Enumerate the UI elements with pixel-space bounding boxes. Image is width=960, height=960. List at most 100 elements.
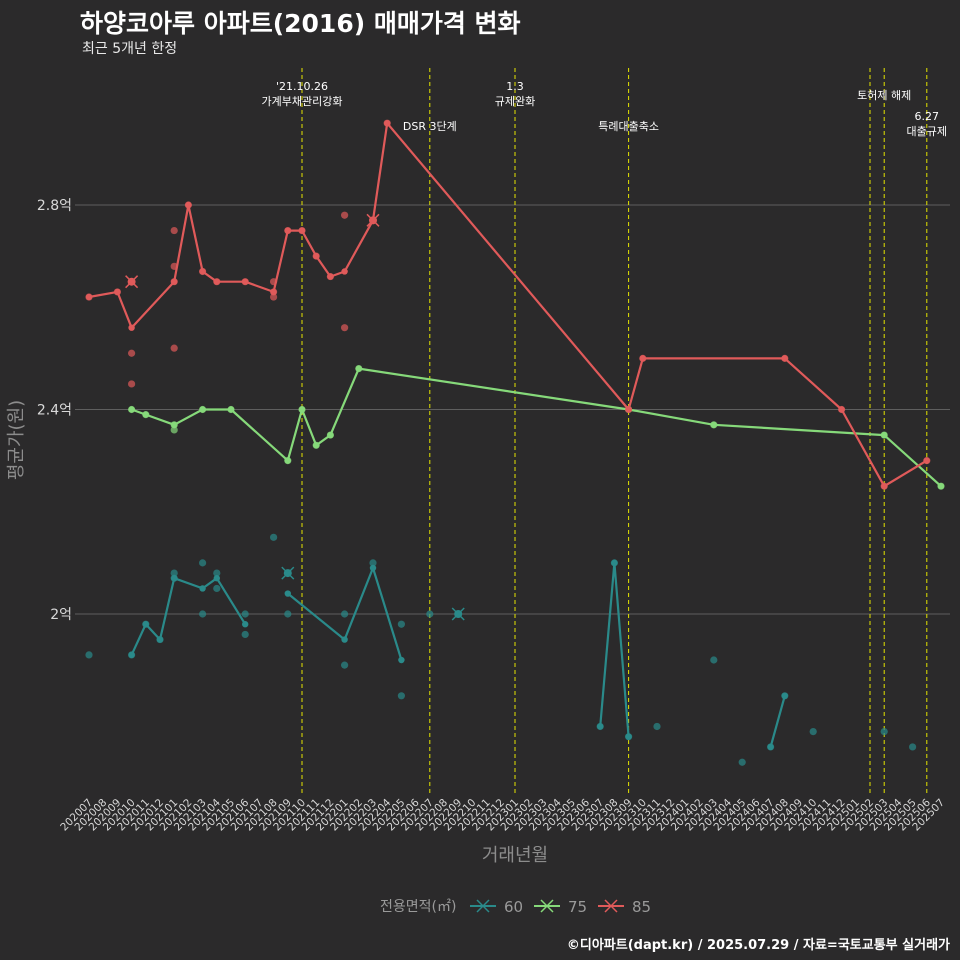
line-point: [171, 421, 178, 429]
line-point: [85, 293, 93, 301]
line-point: [114, 288, 121, 296]
data-point: [170, 344, 178, 352]
line-point: [881, 431, 888, 439]
series-line: [130, 577, 247, 656]
series-line: [599, 561, 630, 737]
line-point: [781, 355, 788, 362]
data-point: [909, 743, 917, 751]
line-point: [313, 442, 320, 449]
event-label: 특례대출축소: [598, 120, 659, 133]
data-point: [284, 610, 292, 618]
line-point: [838, 406, 845, 413]
line-point: [611, 559, 618, 567]
event-label: 규제완화: [495, 95, 535, 108]
event-label: 1.3: [506, 80, 524, 93]
series-line: [769, 695, 786, 748]
line-point: [199, 406, 206, 413]
data-point: [241, 630, 249, 639]
line-point: [156, 636, 164, 643]
data-point: [369, 559, 377, 567]
line-point: [171, 575, 178, 582]
data-point: [213, 584, 221, 593]
event-label: 가계부채관리강화: [262, 95, 343, 108]
data-point: [880, 727, 888, 736]
data-point: [213, 569, 221, 577]
series-60: [85, 533, 917, 766]
cancelled-mark: [281, 566, 295, 580]
line-point: [284, 590, 291, 597]
line-point: [710, 421, 717, 429]
data-point: [270, 533, 278, 541]
axes: 2억2.4억2.8억202007202008202009202010202011…: [37, 198, 947, 833]
legend-title: 전용면적(㎡): [380, 899, 456, 915]
line-point: [327, 431, 334, 439]
data-point: [170, 226, 178, 235]
line-point: [142, 621, 149, 628]
line-point: [384, 120, 391, 127]
event-label: DSR 3단계: [403, 120, 457, 133]
line-point: [284, 457, 291, 464]
line-point: [242, 621, 249, 628]
event-label: 대출규제: [907, 125, 947, 138]
line-point: [341, 268, 348, 275]
legend-mark: [604, 899, 618, 913]
data-point: [653, 722, 661, 731]
line-point: [213, 575, 220, 582]
line-point: [369, 564, 377, 572]
data-point: [199, 559, 207, 567]
data-point: [341, 211, 349, 219]
line-point: [767, 743, 774, 751]
line-point: [781, 692, 788, 699]
line-point: [199, 268, 206, 275]
cancelled-mark: [451, 607, 465, 621]
legend-label: 85: [632, 898, 651, 916]
legend-mark: [540, 899, 554, 913]
data-point: [170, 426, 178, 434]
data-point: [128, 380, 136, 388]
data-point: [341, 610, 349, 618]
line-point: [227, 406, 235, 413]
data-point: [199, 610, 207, 618]
chart-subtitle: 최근 5개년 한정: [82, 41, 178, 57]
line-point: [625, 733, 632, 740]
data-point: [809, 727, 817, 736]
line-point: [341, 636, 348, 643]
chart-title: 하양코아루 아파트(2016) 매매가격 변화: [80, 9, 521, 38]
data-point: [85, 651, 93, 659]
data-point: [397, 620, 405, 628]
line-point: [242, 278, 249, 285]
line-point: [128, 324, 135, 331]
line-point: [284, 227, 291, 234]
data-point: [710, 656, 718, 664]
y-tick-label: 2.4억: [37, 403, 72, 419]
line-point: [923, 457, 930, 464]
line-point: [213, 278, 220, 285]
cancelled-mark: [366, 213, 380, 227]
data-point: [341, 661, 349, 669]
data-point: [397, 692, 405, 700]
data-point: [426, 610, 434, 618]
data-point: [270, 293, 278, 301]
y-tick-label: 2.8억: [37, 198, 72, 214]
series-75: [128, 365, 945, 490]
y-tick-label: 2억: [50, 607, 72, 623]
legend-item-75: 75: [534, 898, 587, 916]
legend: 전용면적(㎡) 60 75 85: [380, 898, 651, 916]
series-line: [88, 122, 928, 488]
series-line: [287, 566, 403, 661]
line-point: [639, 355, 646, 362]
line-point: [398, 656, 405, 664]
line-point: [597, 723, 604, 730]
line-point: [937, 482, 945, 490]
line-point: [298, 406, 306, 413]
series-85: [85, 119, 931, 490]
series: [85, 119, 945, 766]
data-point: [241, 610, 249, 618]
line-point: [199, 585, 206, 592]
line-point: [355, 365, 362, 372]
event-label: '21.10.26: [276, 80, 328, 93]
event-label: 토허제 해제: [857, 88, 911, 102]
line-point: [128, 651, 135, 659]
